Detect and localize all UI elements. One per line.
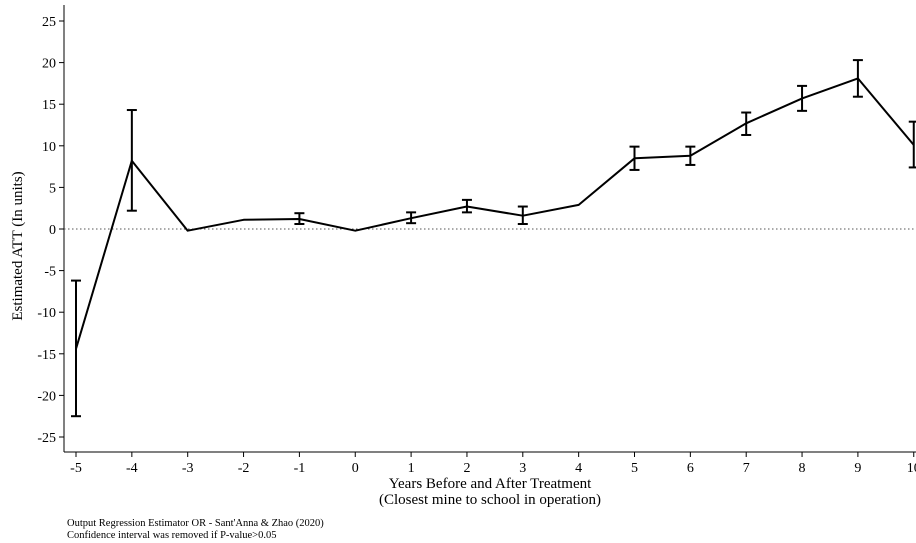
y-tick-label: -25 [37, 431, 56, 446]
x-tick-label: -4 [126, 461, 138, 476]
x-tick-label: 9 [854, 461, 861, 476]
x-tick-label: 1 [408, 461, 415, 476]
x-tick-label: -3 [182, 461, 194, 476]
x-tick-label: 10 [907, 461, 916, 476]
y-tick-label: 5 [49, 181, 56, 196]
x-axis-ticks: -5 -4 -3 -2 -1 0 1 2 3 4 5 6 7 8 9 10 [70, 452, 916, 476]
x-tick-label: 6 [687, 461, 694, 476]
x-tick-label: -1 [294, 461, 306, 476]
x-axis-title: Years Before and After Treatment [389, 476, 592, 492]
data-point [466, 205, 468, 208]
y-axis-ticks: 25 20 15 10 5 0 -5 -10 -15 -20 -25 [37, 15, 64, 446]
x-axis-subtitle: (Closest mine to school in operation) [379, 492, 601, 508]
y-tick-label: 0 [49, 223, 56, 238]
data-point [857, 77, 859, 80]
y-axis-title: Estimated ATT (In units) [10, 171, 26, 320]
y-tick-label: 10 [42, 140, 56, 155]
y-tick-label: -20 [37, 389, 56, 404]
ci-note: Confidence interval was removed if P-val… [67, 530, 276, 541]
x-tick-label: -5 [70, 461, 82, 476]
att-line [75, 77, 915, 350]
x-tick-label: 2 [463, 461, 470, 476]
y-tick-label: -10 [37, 306, 56, 321]
data-point [577, 204, 580, 206]
att-series [75, 77, 915, 350]
data-point [354, 229, 357, 232]
data-point [745, 122, 747, 125]
x-tick-label: 0 [352, 461, 359, 476]
data-point [912, 144, 915, 146]
data-point [522, 214, 524, 217]
x-tick-label: 4 [575, 461, 582, 476]
y-tick-label: -15 [37, 348, 56, 363]
data-point [801, 97, 803, 100]
data-point [689, 154, 692, 157]
y-tick-label: 15 [42, 98, 56, 113]
data-point [633, 157, 636, 160]
x-tick-label: 7 [743, 461, 750, 476]
data-point [186, 229, 189, 232]
y-tick-label: 25 [42, 15, 56, 30]
data-point [131, 159, 133, 162]
data-point [410, 217, 412, 219]
x-tick-label: 5 [631, 461, 638, 476]
x-tick-label: 3 [519, 461, 526, 476]
y-tick-label: 20 [42, 57, 56, 72]
confidence-intervals [71, 59, 916, 418]
x-tick-label: -2 [238, 461, 250, 476]
data-point [75, 348, 77, 350]
x-tick-label: 8 [799, 461, 806, 476]
data-point [298, 218, 301, 220]
estimator-note: Output Regression Estimator OR - Sant'An… [67, 518, 324, 529]
data-point [242, 219, 245, 221]
y-tick-label: -5 [44, 265, 56, 280]
